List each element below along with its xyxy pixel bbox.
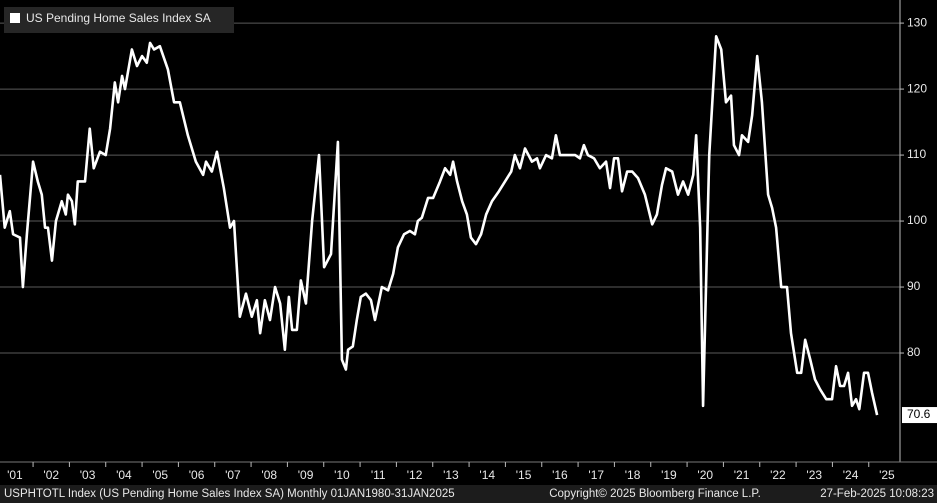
x-tick-label: '12 [407,468,423,482]
y-tick-label: 120 [907,81,927,95]
x-tick-label: '05 [152,468,168,482]
last-value-box [902,407,937,424]
y-tick-label: 110 [907,147,926,161]
x-tick-label: '15 [516,468,532,482]
x-tick-label: '01 [7,468,23,482]
y-tick-label: 80 [907,345,921,359]
legend-box [4,7,234,33]
x-tick-label: '21 [734,468,750,482]
x-tick-label: '11 [371,468,386,482]
x-tick-label: '03 [80,468,96,482]
footer-left: USPHTOTL Index (US Pending Home Sales In… [4,488,455,500]
legend-swatch [10,13,20,23]
legend-label: US Pending Home Sales Index SA [26,11,211,25]
x-tick-label: '13 [443,468,459,482]
x-tick-label: '14 [479,468,495,482]
y-tick-label: 100 [907,213,927,227]
x-tick-label: '06 [189,468,205,482]
x-tick-label: '18 [625,468,641,482]
x-tick-label: '24 [843,468,859,482]
x-tick-label: '09 [298,468,314,482]
footer-bar [0,485,937,503]
x-tick-label: '04 [116,468,132,482]
x-tick-label: '07 [225,468,241,482]
footer-center: Copyright© 2025 Bloomberg Finance L.P. [549,488,761,500]
footer-right: 27-Feb-2025 10:08:23 [820,488,934,500]
data-line [0,34,879,416]
x-tick-label: '10 [334,468,350,482]
x-tick-label: '22 [770,468,786,482]
x-tick-label: '17 [588,468,604,482]
x-tick-label: '08 [261,468,277,482]
x-tick-label: '25 [879,468,895,482]
x-tick-label: '20 [697,468,713,482]
y-tick-label: 90 [907,279,921,293]
x-tick-label: '23 [806,468,822,482]
x-tick-label: '19 [661,468,677,482]
last-value-label: 70.6 [907,407,931,421]
legend: US Pending Home Sales Index SA [4,7,234,33]
y-tick-label: 130 [907,15,927,29]
x-tick-label: '02 [43,468,59,482]
x-tick-label: '16 [552,468,568,482]
